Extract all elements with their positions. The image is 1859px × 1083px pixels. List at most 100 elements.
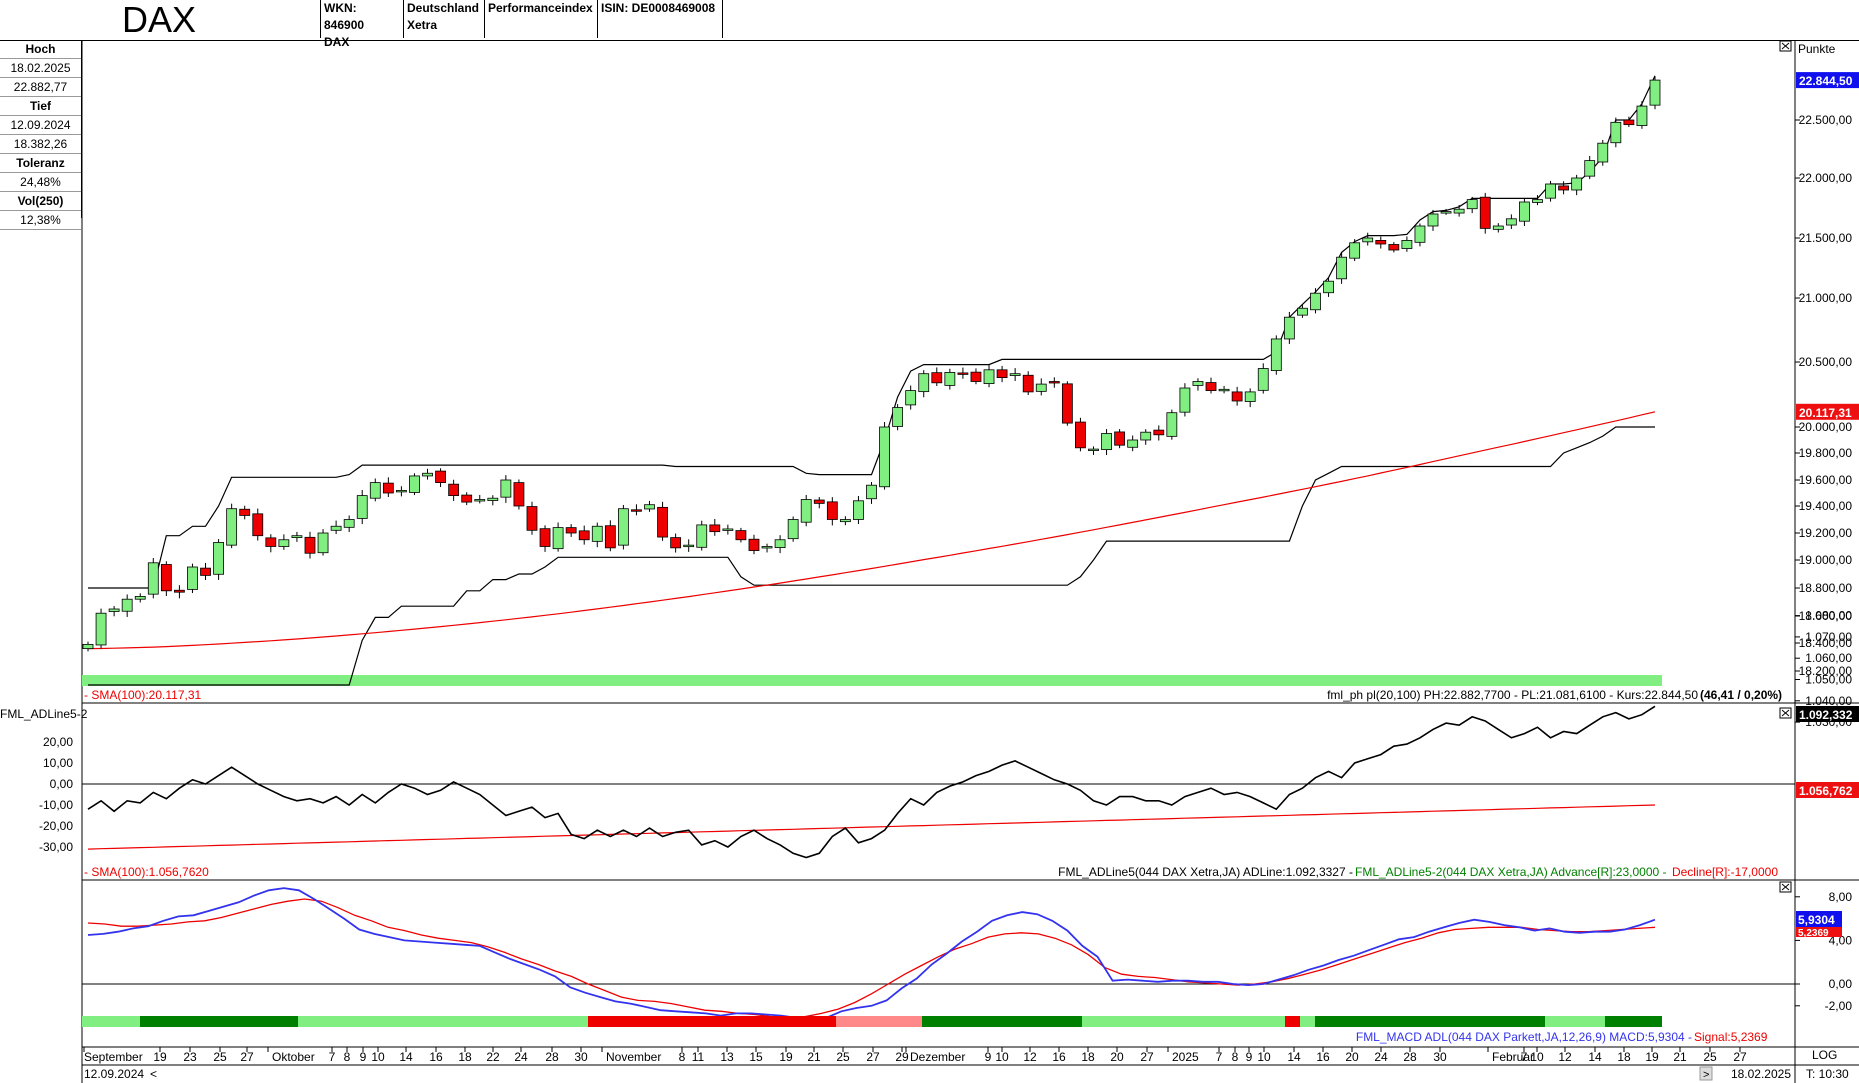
y-tick-label: 22.500,00 (1799, 113, 1853, 127)
candle (108, 608, 120, 612)
wkn-label: WKN: 846900 (324, 1, 365, 32)
x-tick-label: 10 (1257, 1050, 1271, 1064)
macd-tick-label: 0,00 (1829, 977, 1853, 991)
candle (1388, 244, 1400, 251)
last-price-label: 22.844,50 (1799, 74, 1853, 88)
candle (1375, 239, 1387, 245)
candle (1414, 225, 1426, 243)
candle (696, 524, 708, 548)
x-tick-label: 21 (807, 1050, 821, 1064)
x-tick-label: 18 (1081, 1050, 1095, 1064)
candle (1075, 421, 1086, 449)
x-tick-label: 18 (1617, 1050, 1631, 1064)
regime-bar-segment (1300, 1016, 1315, 1027)
start-date: 12.09.2024 (84, 1067, 144, 1081)
candle (983, 369, 995, 384)
volatility-label: Vol(250) (0, 192, 81, 211)
y-tick-label: 21.000,00 (1799, 291, 1853, 305)
candle (1453, 208, 1465, 214)
candle (839, 519, 851, 523)
y-tick-label: 18.600,00 (1799, 609, 1853, 623)
x-tick-label: 19 (779, 1050, 793, 1064)
candle (1505, 218, 1517, 226)
x-tick-label: September (84, 1050, 143, 1064)
candle (905, 390, 917, 406)
close-icon[interactable] (1779, 707, 1792, 719)
stats-sidebar: Hoch 18.02.2025 22.882,77 Tief 12.09.202… (0, 40, 82, 230)
x-tick-label: 9 (985, 1050, 992, 1064)
scroll-right-button[interactable] (1699, 1066, 1713, 1081)
candle (1310, 292, 1321, 311)
x-tick-label: 23 (183, 1050, 197, 1064)
sma-price-label: 20.117,31 (1799, 406, 1852, 420)
candle (382, 482, 394, 494)
regime-bar-segment (1285, 1016, 1300, 1027)
candle (1270, 338, 1282, 371)
log-toggle[interactable]: LOG (1812, 1048, 1837, 1062)
x-tick-label: 25 (213, 1050, 227, 1064)
candle (813, 499, 825, 504)
adline-left-tick-label: 0,00 (50, 777, 74, 791)
adline-right-tick-label: 1.050,00 (1805, 673, 1852, 687)
signal-value-label: 5,2369 (1798, 928, 1829, 939)
x-tick-label: 27 (866, 1050, 880, 1064)
candle (670, 537, 682, 549)
x-tick-label: 11 (692, 1050, 705, 1064)
upper-band-line (88, 75, 1656, 589)
exchange-label: Xetra (407, 18, 438, 32)
candle (1545, 183, 1556, 199)
candle (330, 525, 342, 531)
y-tick-label: 18.800,00 (1799, 581, 1853, 595)
regime-bar-segment (588, 1016, 836, 1027)
candle (565, 527, 577, 534)
candle (1636, 105, 1648, 126)
scroll-right-icon[interactable]: > (1703, 1069, 1709, 1081)
x-tick-label: 7 (1521, 1050, 1528, 1064)
time-label: T: 10:30 (1806, 1067, 1849, 1081)
candle (134, 596, 146, 600)
y-tick-label: 20.500,00 (1799, 355, 1853, 369)
candle (826, 501, 838, 520)
close-icon[interactable] (1779, 40, 1792, 52)
candle (1127, 439, 1139, 448)
type-label: Performanceindex (488, 1, 593, 15)
candle (800, 499, 812, 523)
candle (291, 535, 303, 538)
candle (748, 538, 760, 551)
candle (526, 506, 538, 531)
candle (1610, 121, 1622, 144)
scroll-left-icon[interactable]: < (150, 1067, 157, 1081)
y-tick-label: 19.800,00 (1799, 446, 1853, 460)
price-legend-change: (46,41 / 0,20%) (1700, 688, 1782, 702)
candle (1519, 201, 1530, 222)
candle (1623, 119, 1635, 126)
candle (1166, 412, 1178, 437)
regime-bar-segment (922, 1016, 1082, 1027)
tolerance-label: Toleranz (0, 154, 81, 173)
y-tick-label: 20.000,00 (1799, 420, 1853, 434)
candle (265, 537, 277, 547)
wkn-sub: DAX (324, 35, 350, 49)
low-date: 12.09.2024 (0, 116, 81, 135)
time-axis: September 19 23 25 27 Oktober 7 8 9 10 14 16 18 22 24 2… (83, 1047, 1747, 1064)
candle (1349, 242, 1361, 259)
x-tick-label: 7 (1216, 1050, 1223, 1064)
adline-sma-legend: - SMA(100):1.056,7620 (84, 865, 209, 879)
candle (121, 598, 133, 612)
candle (435, 470, 446, 483)
x-tick-label: 9 (360, 1050, 367, 1064)
candle (500, 479, 512, 498)
candle (422, 472, 433, 477)
macd-tick-label: 8,00 (1829, 890, 1853, 904)
candle (278, 539, 290, 547)
candle (1571, 177, 1583, 191)
candle (617, 508, 629, 546)
candle (879, 426, 890, 488)
x-tick-label: 19 (153, 1050, 167, 1064)
candle (970, 371, 982, 382)
candle (356, 495, 368, 519)
regime-bar-segment (1315, 1016, 1545, 1027)
adline-line (87, 705, 1656, 859)
candle (1205, 382, 1217, 392)
close-icon[interactable] (1779, 881, 1792, 893)
